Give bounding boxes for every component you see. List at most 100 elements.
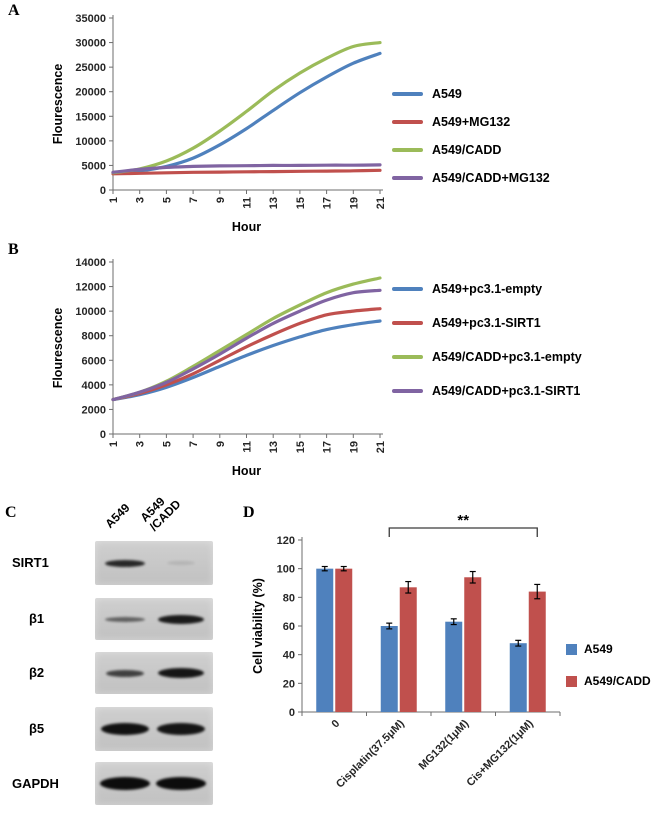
blot-band	[100, 777, 150, 790]
blot-row-label: β2	[29, 665, 45, 680]
legend-swatch	[566, 675, 577, 687]
y-tick-label: 25000	[75, 62, 106, 74]
y-tick-label: 120	[277, 535, 295, 547]
y-tick-label: 20000	[75, 87, 106, 99]
blot-band	[167, 561, 195, 565]
x-tick-label: 17	[322, 441, 334, 453]
legend-item: A549/CADD+MG132	[392, 171, 550, 185]
x-tick-label: 1	[108, 197, 120, 203]
panel-b-label: B	[8, 241, 19, 258]
blot-band	[156, 777, 206, 790]
legend-swatch	[392, 92, 423, 96]
chart-a-legend: A549 A549+MG132 A549/CADD A549/CADD+MG132	[392, 87, 550, 185]
bar	[335, 568, 353, 712]
x-axis-title: Hour	[232, 464, 261, 478]
panel-d-label: D	[243, 504, 255, 521]
x-category-label: 0	[330, 718, 343, 731]
y-tick-label: 14000	[75, 257, 106, 269]
blot-band	[105, 559, 145, 567]
legend-swatch	[392, 355, 423, 359]
legend-item: A549+pc3.1-empty	[392, 282, 582, 296]
blot-strip-β1	[95, 598, 213, 640]
blot-column-header-a549: A549	[102, 500, 133, 531]
y-tick-label: 12000	[75, 282, 106, 294]
legend-swatch	[566, 643, 577, 655]
significance-bracket	[388, 527, 538, 537]
legend-label: A549+pc3.1-empty	[432, 282, 543, 296]
x-tick-label: 9	[215, 441, 227, 447]
series-line	[111, 168, 382, 176]
x-tick-label: 9	[215, 197, 227, 203]
series-line	[111, 163, 382, 174]
legend-label: A549+MG132	[432, 115, 511, 129]
x-tick-label: 5	[161, 197, 173, 203]
x-tick-label: 15	[295, 441, 307, 453]
y-tick-label: 0	[100, 429, 106, 441]
legend-label: A549/CADD	[432, 143, 502, 157]
y-axis-title: Cell viability (%)	[251, 578, 265, 674]
bar	[316, 568, 334, 712]
bar	[464, 577, 482, 712]
legend-swatch	[392, 176, 423, 180]
y-tick-label: 6000	[82, 355, 106, 367]
bar	[399, 587, 417, 712]
legend-swatch	[392, 321, 423, 325]
blot-strip-β2	[95, 652, 213, 694]
y-tick-label: 2000	[82, 404, 106, 416]
x-category-label: Cisplatin(37.5μM)	[334, 717, 407, 790]
y-tick-label: 15000	[75, 111, 106, 123]
legend-item: A549/CADD+pc3.1-empty	[392, 350, 582, 364]
legend-label: A549/CADD+pc3.1-empty	[432, 350, 582, 364]
x-tick-label: 3	[135, 441, 147, 447]
blot-band	[106, 669, 144, 677]
western-blot-row-labels: SIRT1 β1 β2 β5 GAPDH	[12, 541, 92, 806]
y-tick-label: 40	[283, 650, 295, 662]
x-tick-label: 21	[375, 197, 387, 209]
significance-stars: **	[457, 512, 469, 529]
blot-band	[105, 616, 145, 622]
x-tick-label: 19	[348, 197, 360, 209]
x-tick-label: 11	[242, 441, 254, 453]
y-tick-label: 5000	[82, 160, 106, 172]
legend-item: A549/CADD	[566, 674, 651, 688]
y-tick-label: 80	[283, 592, 295, 604]
blot-band	[157, 723, 205, 735]
legend-label: A549	[432, 87, 462, 101]
legend-label: A549+pc3.1-SIRT1	[432, 316, 541, 330]
y-tick-label: 10000	[75, 136, 106, 148]
bar	[528, 591, 546, 712]
x-tick-label: 1	[108, 441, 120, 447]
y-tick-label: 30000	[75, 38, 106, 50]
y-tick-label: 35000	[75, 13, 106, 25]
blot-column-header-a549-cadd: A549 /CADD	[137, 494, 184, 534]
series-line	[111, 288, 382, 402]
legend-item: A549+MG132	[392, 115, 550, 129]
blot-band	[101, 723, 149, 735]
x-tick-label: 13	[268, 441, 280, 453]
blot-row-label: β5	[29, 721, 45, 736]
y-tick-label: 4000	[82, 380, 106, 392]
series-line	[111, 307, 382, 402]
legend-label: A549/CADD+MG132	[432, 171, 550, 185]
y-tick-label: 8000	[82, 331, 106, 343]
legend-swatch	[392, 389, 423, 393]
blot-row-label: β1	[29, 611, 45, 626]
y-tick-label: 20	[283, 678, 295, 690]
x-tick-label: 21	[375, 441, 387, 453]
chart-b-legend: A549+pc3.1-empty A549+pc3.1-SIRT1 A549/CAD…	[392, 282, 582, 398]
x-category-label: Cis+MG132(1μM)	[464, 717, 536, 789]
y-tick-label: 60	[283, 621, 295, 633]
chart-d-legend: A549 A549/CADD	[566, 642, 651, 688]
bar	[509, 643, 527, 712]
x-tick-label: 7	[188, 441, 200, 447]
blot-band	[158, 614, 204, 624]
y-tick-label: 10000	[75, 306, 106, 318]
x-tick-label: 19	[348, 441, 360, 453]
panel-c-label: C	[5, 504, 17, 521]
legend-item: A549	[392, 87, 550, 101]
legend-swatch	[392, 287, 423, 291]
blot-row-label: GAPDH	[12, 775, 59, 791]
legend-item: A549/CADD+pc3.1-SIRT1	[392, 384, 582, 398]
